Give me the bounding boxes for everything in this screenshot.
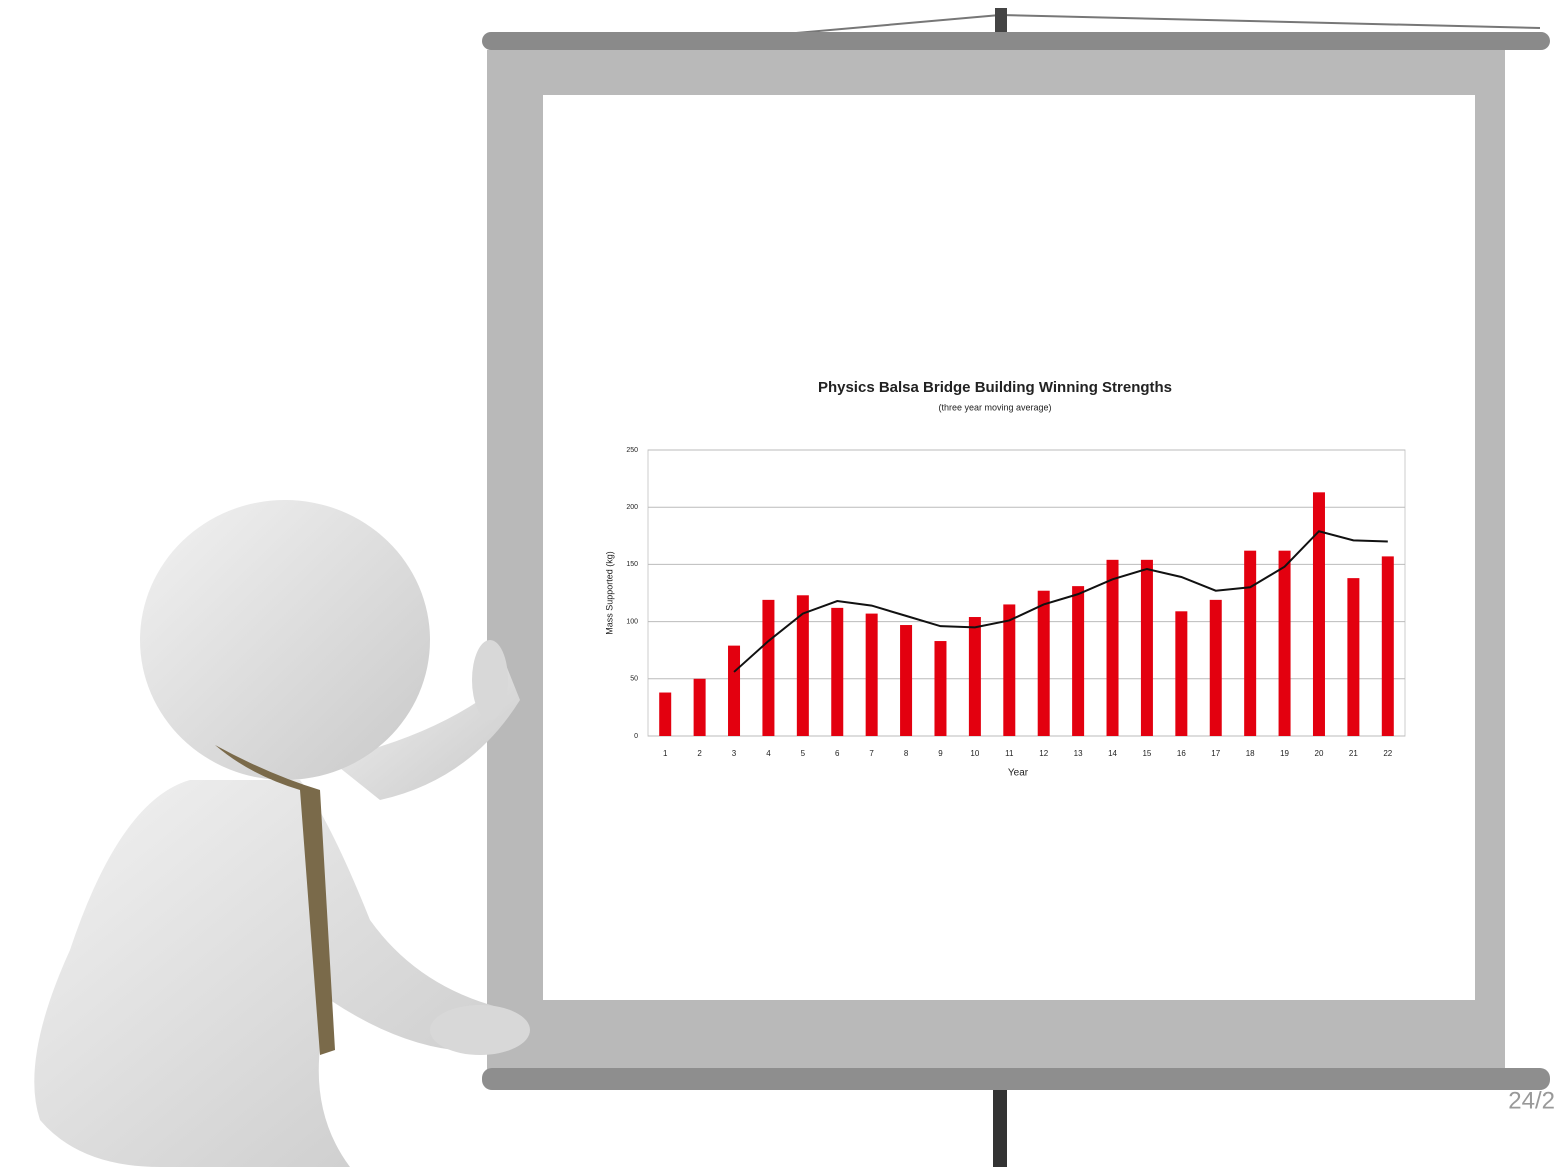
bar <box>934 641 946 736</box>
x-tick-label: 15 <box>1142 749 1151 758</box>
page: 24/2 Physics Balsa Bridge Building Winni… <box>0 0 1557 1167</box>
bar <box>900 625 912 736</box>
y-tick-label: 200 <box>626 504 638 511</box>
bar <box>1038 591 1050 736</box>
x-tick-label: 13 <box>1074 749 1083 758</box>
bottom-bar <box>482 1068 1550 1090</box>
x-tick-label: 11 <box>1005 749 1014 758</box>
x-tick-label: 2 <box>697 749 702 758</box>
bar <box>1313 492 1325 736</box>
x-axis-label: Year <box>1008 768 1029 779</box>
bar <box>1210 600 1222 736</box>
screen <box>543 95 1475 1000</box>
y-axis-label: Mass Supported (kg) <box>604 551 614 635</box>
top-bar <box>482 32 1550 50</box>
x-tick-label: 5 <box>801 749 806 758</box>
x-tick-label: 17 <box>1211 749 1220 758</box>
x-tick-label: 21 <box>1349 749 1358 758</box>
chart-subtitle: (three year moving average) <box>938 402 1051 412</box>
figure <box>34 500 530 1167</box>
x-tick-label: 20 <box>1315 749 1324 758</box>
bar <box>1107 560 1119 736</box>
bar <box>1141 560 1153 736</box>
chart-title: Physics Balsa Bridge Building Winning St… <box>818 379 1172 396</box>
bar <box>694 679 706 736</box>
y-tick-label: 100 <box>626 618 638 625</box>
x-tick-label: 16 <box>1177 749 1186 758</box>
bar <box>728 646 740 736</box>
bar <box>1279 551 1291 736</box>
scene: 24/2 Physics Balsa Bridge Building Winni… <box>0 0 1557 1167</box>
y-tick-label: 250 <box>626 447 638 454</box>
y-tick-label: 0 <box>634 733 638 740</box>
bar <box>969 617 981 736</box>
x-tick-label: 22 <box>1383 749 1392 758</box>
x-tick-label: 19 <box>1280 749 1289 758</box>
page-number: 24/2 <box>1508 1087 1555 1114</box>
x-tick-label: 1 <box>663 749 668 758</box>
bar <box>659 693 671 736</box>
bar <box>1347 578 1359 736</box>
bar <box>1382 556 1394 736</box>
x-tick-label: 9 <box>938 749 943 758</box>
x-tick-label: 14 <box>1108 749 1117 758</box>
wire <box>1000 15 1540 28</box>
x-tick-label: 18 <box>1246 749 1255 758</box>
bar <box>762 600 774 736</box>
x-tick-label: 10 <box>970 749 979 758</box>
x-tick-label: 12 <box>1039 749 1048 758</box>
x-tick-label: 3 <box>732 749 737 758</box>
y-tick-label: 150 <box>626 561 638 568</box>
bar <box>1175 611 1187 736</box>
bar <box>866 614 878 736</box>
x-tick-label: 6 <box>835 749 840 758</box>
y-tick-label: 50 <box>630 676 638 683</box>
x-tick-label: 8 <box>904 749 909 758</box>
x-tick-label: 4 <box>766 749 771 758</box>
bar <box>1072 586 1084 736</box>
bar <box>831 608 843 736</box>
x-tick-label: 7 <box>869 749 874 758</box>
bar <box>1244 551 1256 736</box>
bar <box>1003 604 1015 736</box>
